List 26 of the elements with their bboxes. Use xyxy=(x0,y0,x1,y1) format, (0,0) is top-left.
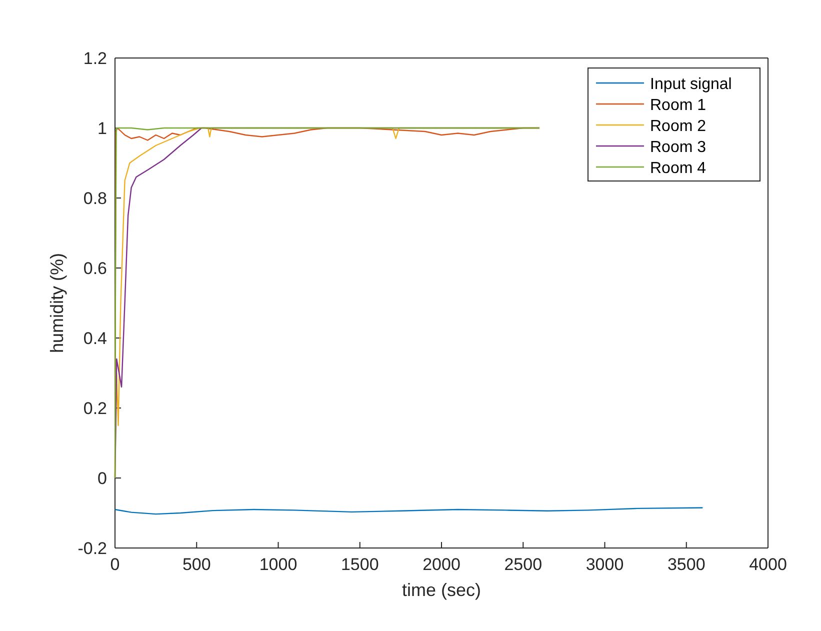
y-tick-label: -0.2 xyxy=(78,539,107,558)
y-tick-label: 0 xyxy=(98,469,107,488)
legend-label: Room 3 xyxy=(650,139,706,156)
x-tick-label: 1500 xyxy=(340,555,379,574)
y-axis-title: humidity (%) xyxy=(47,252,67,354)
x-tick-label: 3000 xyxy=(586,555,624,574)
x-axis-title: time (sec) xyxy=(402,580,482,600)
x-tick-label: 0 xyxy=(110,555,120,574)
line-series xyxy=(114,127,540,479)
legend-label: Room 1 xyxy=(650,97,706,114)
x-tick-label: 2500 xyxy=(504,555,542,574)
x-tick-label: 2000 xyxy=(422,555,460,574)
line-series xyxy=(114,507,704,515)
y-tick-label: 1.2 xyxy=(83,49,107,68)
y-tick-label: 0.2 xyxy=(83,399,107,418)
y-tick-label: 0.6 xyxy=(83,259,107,278)
y-tick-label: 0.4 xyxy=(83,329,107,348)
x-tick-label: 500 xyxy=(182,555,211,574)
x-tick-label: 1000 xyxy=(259,555,298,574)
legend-label: Input signal xyxy=(650,76,732,93)
x-tick-label: 4000 xyxy=(749,555,787,574)
legend-label: Room 2 xyxy=(650,118,706,135)
y-tick-label: 1 xyxy=(98,119,107,138)
legend-label: Room 4 xyxy=(650,160,706,177)
y-tick-label: 0.8 xyxy=(83,189,107,208)
x-tick-label: 3500 xyxy=(667,555,706,574)
